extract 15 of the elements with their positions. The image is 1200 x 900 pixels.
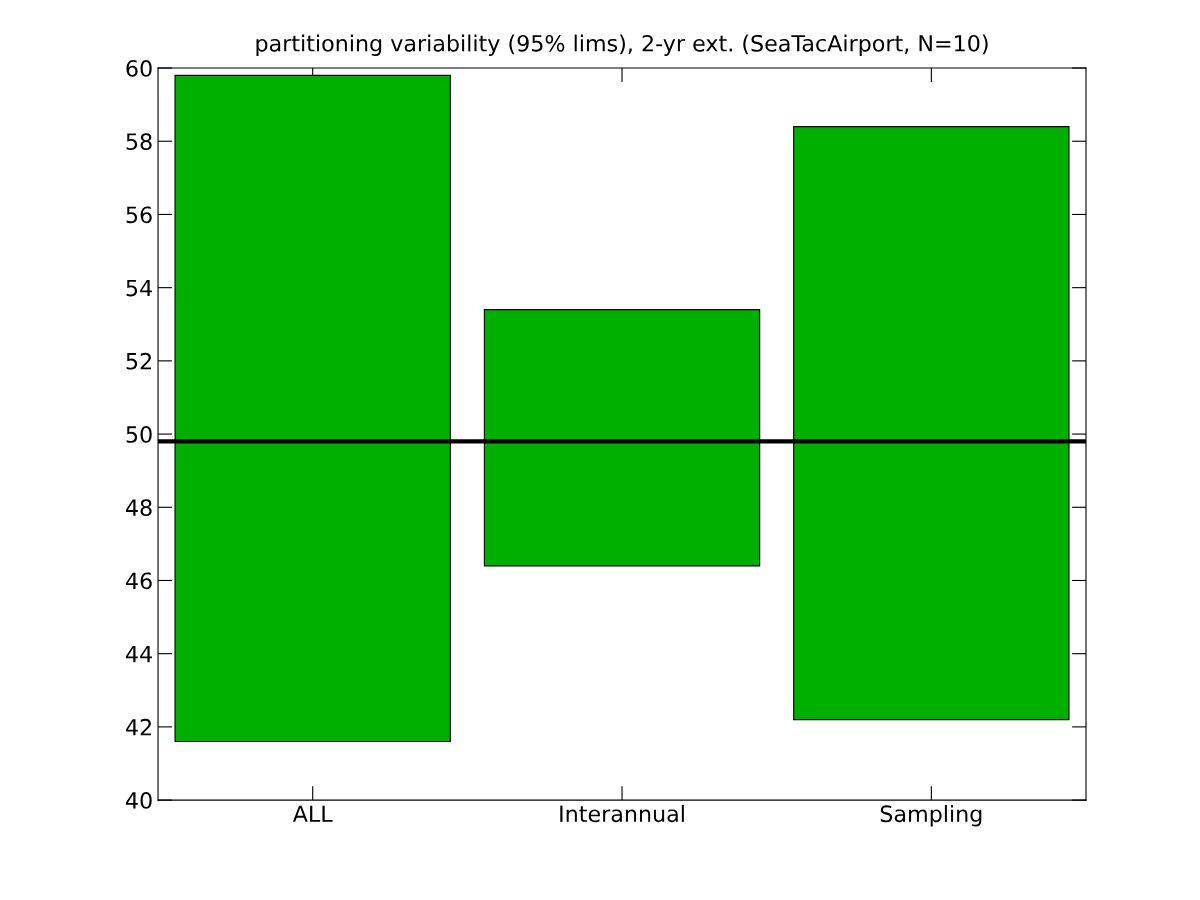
y-tick-label: 52 bbox=[126, 352, 151, 370]
y-tick-label: 50 bbox=[126, 426, 152, 443]
y-tick-label: 42 bbox=[125, 718, 151, 736]
y-tick-label: 40 bbox=[125, 792, 152, 809]
x-tick-label: Sampling bbox=[880, 804, 982, 827]
y-tick-label: 46 bbox=[125, 572, 152, 590]
y-tick-label: 60 bbox=[126, 59, 152, 77]
y-tick-label: 58 bbox=[126, 133, 152, 150]
y-tick-label: 56 bbox=[126, 206, 152, 224]
chart-title: partitioning variability (95% lims), 2-yr ext. (SeaTacAirport, N=10) bbox=[256, 34, 988, 56]
x-tick-label: Interannual bbox=[560, 804, 684, 823]
y-tick-label: 48 bbox=[125, 499, 152, 517]
x-tick-label: ALL bbox=[292, 805, 333, 822]
y-tick-label: 54 bbox=[126, 279, 152, 297]
y-tick-label: 44 bbox=[125, 645, 152, 663]
